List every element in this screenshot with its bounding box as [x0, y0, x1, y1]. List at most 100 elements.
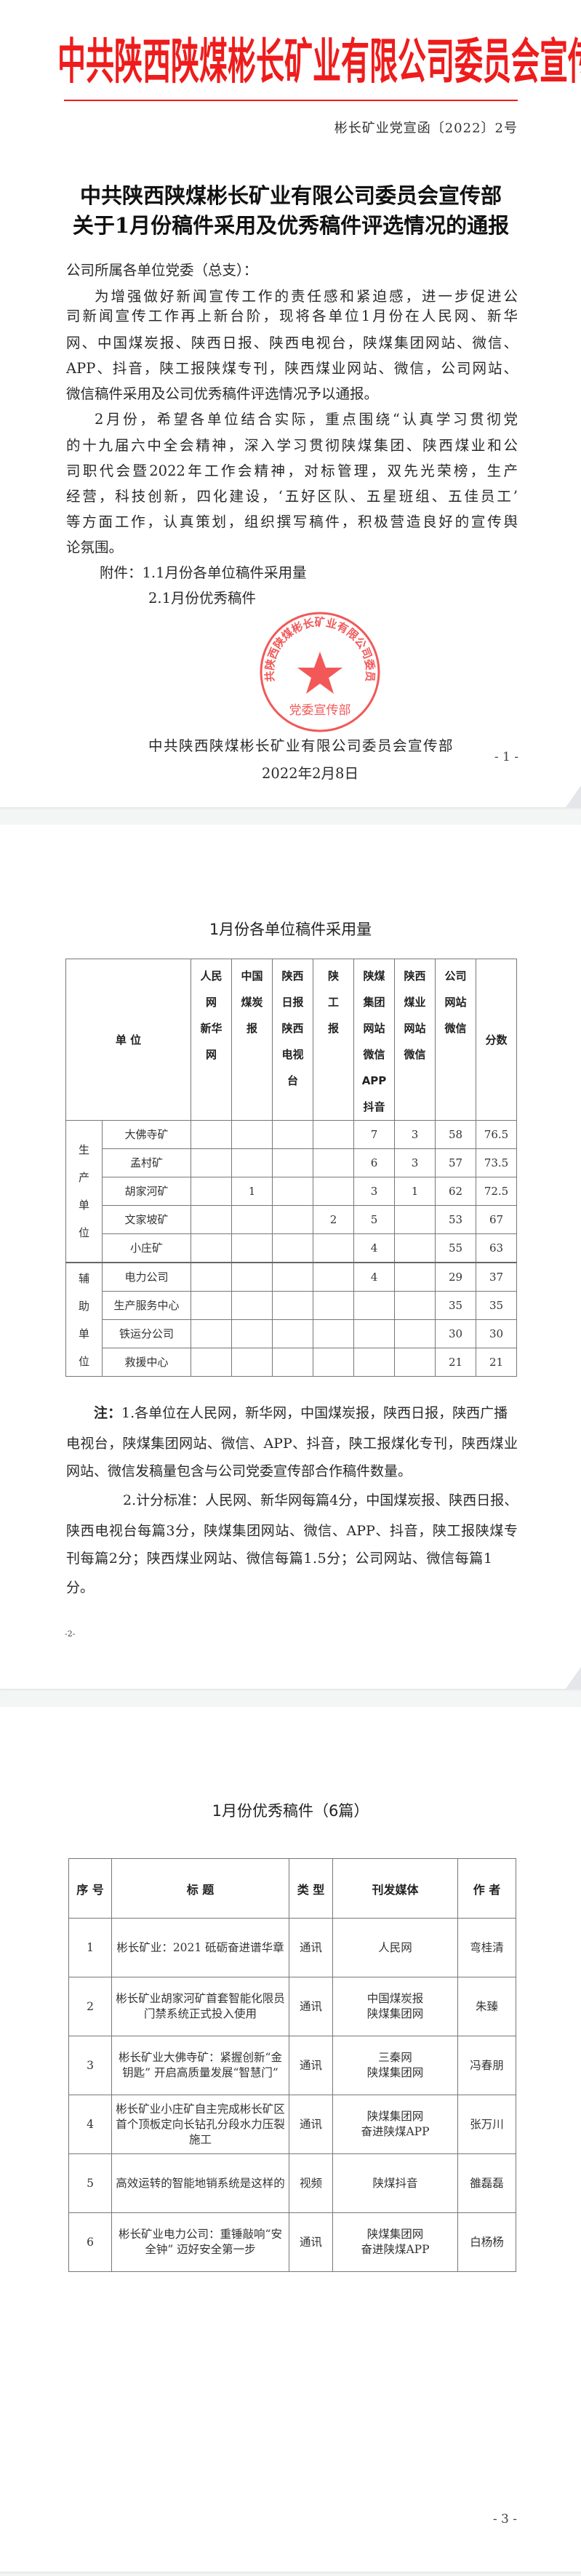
paragraph-2-line: 经营，科技创新，四化建设，‘五好区队、五星班组、五佳员工’ [66, 488, 518, 505]
table-header-cell: 人民 网 新华 网 [191, 959, 233, 1121]
unit-name-cell: 孟村矿 [101, 1148, 192, 1177]
page-curl [566, 1667, 581, 1689]
media-cell: 陕煤抖音 [332, 2153, 458, 2213]
table-row: 救援中心 21 21 [66, 1348, 518, 1377]
note-line: 电视台，陕煤集团网站、微信、APP、抖音，陕工报煤化专刊，陕西煤业 [66, 1436, 518, 1452]
count-cell: 1 [231, 1177, 273, 1206]
paragraph-1-line: 司新闻宣传工作再上新台阶，现将各单位1月份在人民网、新华 [66, 308, 518, 324]
count-cell: 5 [353, 1205, 396, 1234]
count-cell [394, 1319, 436, 1348]
page-number-1: - 1 - [494, 750, 518, 764]
unit-group-label: 生 产 单 位 [65, 1120, 103, 1263]
seal-star-icon [297, 652, 342, 694]
count-cell [191, 1233, 233, 1263]
paragraph-2-line: 等方面工作，认真策划，组织撰写稿件，积极营造良好的宣传舆 [66, 513, 518, 530]
table-row: 孟村矿 6 3 57 73.5 [66, 1148, 518, 1177]
table-1-title: 1月份各单位稿件采用量 [209, 921, 372, 938]
count-cell [394, 1262, 436, 1292]
table-row: 5 高效运转的智能地销系统是这样的 视频 陕煤抖音 雒磊磊 [68, 2153, 516, 2213]
count-cell: 7 [353, 1120, 396, 1149]
count-cell [231, 1233, 273, 1263]
score-cell: 76.5 [476, 1120, 518, 1149]
count-cell [272, 1348, 314, 1377]
serial-cell: 1 [68, 1918, 112, 1977]
count-cell [313, 1148, 355, 1177]
count-cell [272, 1233, 314, 1263]
count-cell: 53 [435, 1205, 477, 1234]
seal-ring [260, 612, 380, 732]
unit-name-cell: 电力公司 [101, 1262, 192, 1292]
author-cell: 张万川 [457, 2095, 516, 2154]
count-cell [231, 1319, 273, 1348]
paragraph-2-line: 司职代会暨2022年工作会精神，对标管理，双先光荣榜，生产 [66, 463, 518, 479]
note-line: 刊每篇2分；陕西煤业网站、微信每篇1.5分；公司网站、微信每篇1 [66, 1551, 493, 1567]
paragraph-1-line: APP、抖音，陕工报陕煤专刊，陕西煤业网站、微信，公司网站、 [66, 360, 518, 377]
count-cell: 6 [353, 1148, 396, 1177]
official-seal: 中共陕西陕煤彬长矿业有限公司委员会 党委宣传部 [258, 609, 380, 732]
table-row: 铁运分公司 30 30 [66, 1319, 518, 1348]
table-header-cell: 单 位 [65, 959, 192, 1121]
document-title-line-1: 中共陕西陕煤彬长矿业有限公司委员会宣传部 [79, 183, 502, 208]
unit-group-label: 辅 助 单 位 [65, 1262, 103, 1377]
count-cell [272, 1148, 314, 1177]
score-cell: 37 [476, 1262, 518, 1292]
count-cell [353, 1291, 396, 1320]
count-cell [231, 1291, 273, 1320]
count-cell [231, 1148, 273, 1177]
count-cell [394, 1205, 436, 1234]
count-cell [231, 1262, 273, 1292]
serial-cell: 3 [68, 2036, 112, 2095]
table-header-cell: 陕西 煤业 网站 微信 [394, 959, 436, 1121]
table-header-cell: 作 者 [457, 1858, 516, 1919]
paragraph-2-line: 的十九届六中全会精神，深入学习贯彻陕煤集团、陕西煤业和公 [66, 437, 518, 454]
media-cell: 陕煤集团网 奋进陕煤APP [332, 2212, 458, 2272]
count-cell: 58 [435, 1120, 477, 1149]
unit-name-cell: 小庄矿 [101, 1233, 192, 1263]
table-row: 3 彬长矿业大佛寺矿：紧握创新“金钥匙” 开启高质量发展“智慧门” 通讯 三秦网 陕煤… [68, 2036, 516, 2095]
count-cell [394, 1233, 436, 1263]
page-number-2: -2- [65, 1629, 76, 1639]
count-cell: 1 [394, 1177, 436, 1206]
unit-name-cell: 文家坡矿 [101, 1205, 192, 1234]
page-separator [0, 2572, 581, 2576]
title-cell: 彬长矿业小庄矿自主完成彬长矿区首个顶板定向长钻孔分段水力压裂施工 [111, 2095, 289, 2154]
score-cell: 63 [476, 1233, 518, 1263]
count-cell [231, 1205, 273, 1234]
salutation: 公司所属各单位党委（总支）： [66, 262, 258, 279]
score-cell: 21 [476, 1348, 518, 1377]
unit-name-cell: 铁运分公司 [101, 1319, 192, 1348]
count-cell [313, 1233, 355, 1263]
serial-cell: 2 [68, 1977, 112, 2036]
type-cell: 通讯 [289, 1918, 333, 1977]
count-cell: 4 [353, 1262, 396, 1292]
count-cell [191, 1148, 233, 1177]
count-cell [191, 1177, 233, 1206]
count-cell [272, 1319, 314, 1348]
count-cell [231, 1348, 273, 1377]
date: 2022年2月8日 [262, 765, 358, 782]
count-cell: 3 [394, 1120, 436, 1149]
table-row: 文家坡矿 2 5 53 67 [66, 1205, 518, 1234]
media-cell: 三秦网 陕煤集团网 [332, 2036, 458, 2095]
media-cell: 陕煤集团网 奋进陕煤APP [332, 2095, 458, 2154]
count-cell [313, 1319, 355, 1348]
count-cell [191, 1120, 233, 1149]
title-cell: 彬长矿业胡家河矿首套智能化限员门禁系统正式投入使用 [111, 1977, 289, 2036]
page-number-3: - 3 - [492, 2512, 517, 2527]
count-cell [272, 1291, 314, 1320]
table-header-cell: 中国 煤炭 报 [231, 959, 273, 1121]
page-separator [0, 807, 581, 825]
count-cell: 4 [353, 1233, 396, 1263]
author-cell: 冯春朋 [457, 2036, 516, 2095]
seal-center-text: 党委宣传部 [289, 703, 351, 718]
document-number: 彬长矿业党宣函〔2022〕2号 [334, 121, 518, 136]
count-cell [191, 1319, 233, 1348]
letterhead-title: 中共陕西陕煤彬长矿业有限公司委员会宣传部 [57, 34, 581, 91]
count-cell: 62 [435, 1177, 477, 1206]
unit-name-cell: 救援中心 [101, 1348, 192, 1377]
note-line: 2.计分标准：人民网、新华网每篇4分，中国煤炭报、陕西日报、 [123, 1492, 518, 1508]
note-line: 注：1.各单位在人民网，新华网，中国煤炭报，陕西日报，陕西广播 [94, 1404, 517, 1422]
media-cell: 中国煤炭报 陕煤集团网 [332, 1977, 458, 2036]
count-cell [394, 1348, 436, 1377]
count-cell: 30 [435, 1319, 477, 1348]
